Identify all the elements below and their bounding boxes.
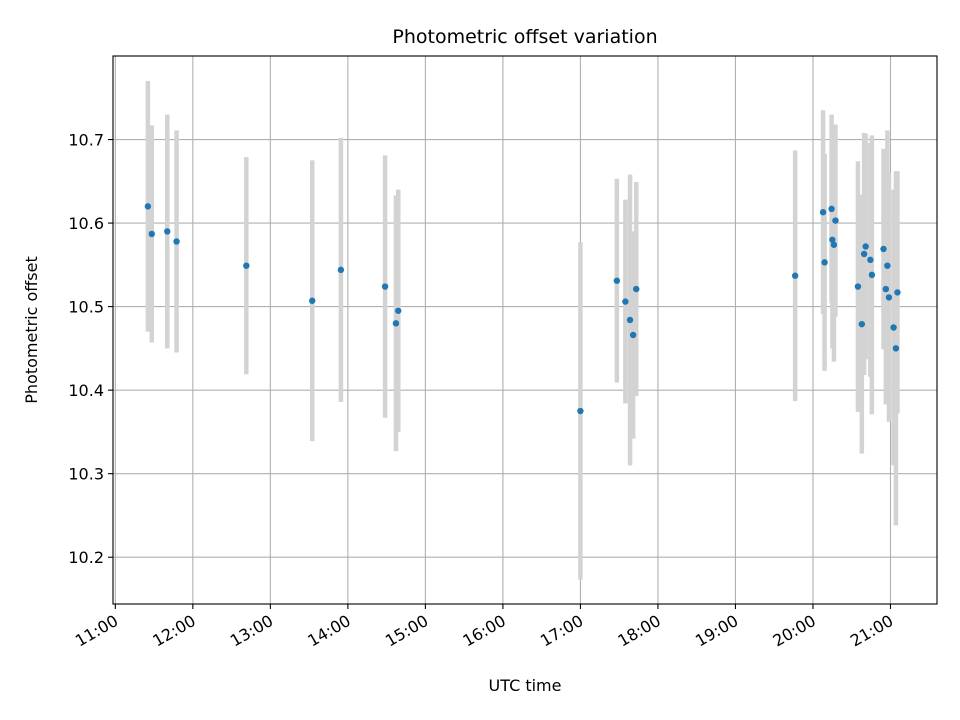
data-point [629,331,637,339]
data-point [791,272,799,279]
data-points [144,203,901,415]
y-tick-label: 10.6 [68,214,104,233]
data-point [622,298,629,305]
data-point [885,294,893,301]
data-point [164,228,171,235]
y-tick-label: 10.4 [68,381,104,400]
data-point [395,307,402,314]
data-point [890,324,897,331]
data-point [829,236,836,243]
data-point [392,320,400,327]
data-point [882,285,890,293]
plot-frame [112,55,938,605]
data-point [613,277,621,284]
y-tick-label: 10.7 [68,131,104,150]
y-axis-ticks: 10.2 10.3 10.4 10.5 10.6 10.7 [68,131,113,567]
data-point [309,297,316,304]
data-point [880,245,887,253]
grid [113,56,937,604]
data-point [832,217,839,224]
data-point [892,345,900,352]
data-point [577,407,584,415]
data-point [884,262,891,269]
data-point [144,203,152,210]
data-point [821,259,828,266]
y-axis-label: Photometric offset [22,256,41,404]
data-point [854,283,862,290]
y-tick-label: 10.3 [68,465,104,484]
data-point [819,209,827,216]
data-point [633,285,640,293]
data-point [860,250,868,258]
data-point [858,320,866,328]
data-point [830,241,838,248]
y-tick-label: 10.5 [68,298,104,317]
data-point [173,238,180,245]
data-point [894,289,901,296]
y-tick-label: 10.2 [68,548,104,567]
data-point [243,262,250,269]
data-point [828,205,835,213]
data-point [862,243,869,250]
data-point [626,316,634,324]
chart-title: Photometric offset variation [392,26,657,48]
data-point [148,230,155,238]
data-point [868,271,876,279]
data-point [381,283,389,290]
data-point [867,256,874,264]
data-point [337,266,345,274]
x-axis-label: UTC time [489,676,562,695]
